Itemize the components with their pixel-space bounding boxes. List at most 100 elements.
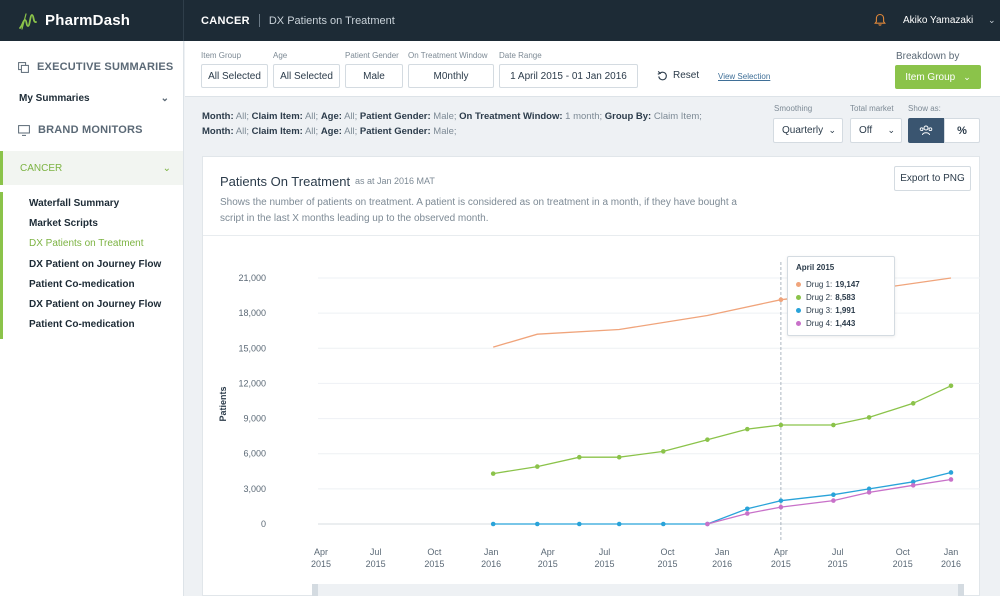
x-tick-month: Jan <box>944 547 959 557</box>
item-group-label: Item Group <box>201 51 242 60</box>
summary-key: Claim Item: <box>251 111 303 122</box>
notification-bell-icon[interactable] <box>873 13 887 27</box>
top-bar: PharmDash CANCER DX Patients on Treatmen… <box>0 0 1000 41</box>
data-point <box>778 498 784 503</box>
cancer-label: CANCER <box>20 162 63 174</box>
show-as-percent-button[interactable]: % <box>944 118 980 143</box>
summary-key: Month: <box>202 111 234 122</box>
x-tick-month: Oct <box>660 547 675 557</box>
sidebar-my-summaries[interactable]: My Summaries ⌄ <box>19 93 169 104</box>
x-tick-month: Apr <box>541 547 555 557</box>
smoothing-select[interactable]: Quarterly ⌄ <box>773 118 843 143</box>
data-point <box>661 521 666 527</box>
chart-card: Patients On Treatment as at Jan 2016 MAT… <box>202 156 980 596</box>
patient-gender-select[interactable]: Male <box>345 64 403 88</box>
breadcrumb-divider <box>258 14 260 27</box>
user-name[interactable]: Akiko Yamazaki <box>903 15 974 26</box>
date-range-picker[interactable]: 1 April 2015 - 01 Jan 2016 <box>499 64 638 88</box>
x-tick-year: 2015 <box>657 559 677 569</box>
total-market-select[interactable]: Off ⌄ <box>850 118 902 143</box>
sidebar-subitem[interactable]: DX Patient on Journey Flow <box>29 298 162 310</box>
age-filter: Age All Selected <box>273 51 340 88</box>
x-tick-month: Jul <box>599 547 611 557</box>
breadcrumb-section[interactable]: CANCER <box>201 14 250 27</box>
data-point <box>866 490 872 495</box>
x-tick-year: 2016 <box>941 559 961 569</box>
sidebar-subitem[interactable]: Market Scripts <box>29 218 98 230</box>
breadcrumb: CANCER DX Patients on Treatment <box>184 14 395 27</box>
data-point <box>490 521 496 527</box>
people-icon <box>919 125 933 136</box>
y-tick-label: 3,000 <box>243 484 266 494</box>
executive-summaries-label: EXECUTIVE SUMMARIES <box>37 61 174 73</box>
user-menu-chevron-icon[interactable]: ⌄ <box>988 15 996 25</box>
chart-as-at: as at Jan 2016 MAT <box>355 176 435 186</box>
data-point <box>778 422 784 428</box>
sidebar-subitem[interactable]: Waterfall Summary <box>29 198 120 209</box>
range-handle-left <box>312 584 318 596</box>
series-color-dot <box>796 295 801 300</box>
brand[interactable]: PharmDash <box>0 0 184 41</box>
tooltip-series-value: 19,147 <box>835 280 860 289</box>
y-tick-label: 12,000 <box>238 378 266 388</box>
treatment-window-filter: On Treatment Window M0nthly <box>408 51 494 88</box>
data-point <box>948 470 954 475</box>
y-axis-label: Patients <box>218 386 228 421</box>
summary-line-1: Month: All; Claim Item: All; Age: All; P… <box>202 109 702 124</box>
data-point <box>831 422 836 428</box>
reset-button[interactable]: Reset <box>657 70 699 81</box>
data-point <box>577 521 582 527</box>
monitor-icon <box>18 124 30 136</box>
selection-summary: Month: All; Claim Item: All; Age: All; P… <box>202 109 702 139</box>
sidebar-brand-monitors[interactable]: BRAND MONITORS <box>18 124 143 136</box>
breakdown-select[interactable]: Item Group ⌄ <box>895 65 981 89</box>
data-point <box>616 454 622 460</box>
chart-title: Patients On Treatment <box>220 174 351 189</box>
tooltip-colon: : <box>830 280 833 289</box>
y-tick-label: 0 <box>261 519 266 529</box>
copy-icon <box>18 61 29 73</box>
x-tick-month: Jan <box>715 547 730 557</box>
chevron-down-icon: ⌄ <box>828 125 836 135</box>
summary-value: All; <box>344 111 358 122</box>
sidebar-subitem[interactable]: DX Patients on Treatment <box>29 238 144 250</box>
age-select[interactable]: All Selected <box>273 64 340 88</box>
summary-value: Claim Item; <box>653 111 702 122</box>
sidebar-subitem[interactable]: Patient Co-medication <box>29 278 135 290</box>
x-tick-month: Jul <box>832 547 844 557</box>
show-as-label: Show as: <box>908 104 941 113</box>
data-point <box>745 506 750 512</box>
tooltip-series-value: 1,991 <box>835 306 856 315</box>
treatment-window-select[interactable]: M0nthly <box>408 64 494 88</box>
data-point <box>866 486 872 492</box>
chart-card-header: Patients On Treatment as at Jan 2016 MAT… <box>203 157 979 236</box>
age-label: Age <box>273 51 288 60</box>
cancer-submenu: Waterfall Summary Market Scripts DX Patien… <box>0 192 183 340</box>
y-tick-label: 9,000 <box>243 414 266 424</box>
x-tick-month: Oct <box>427 547 442 557</box>
x-tick-month: Apr <box>314 547 328 557</box>
tooltip-series-name: Drug 3 <box>806 306 831 315</box>
sidebar-subitem[interactable]: Patient Co-medication <box>29 319 135 331</box>
export-png-button[interactable]: Export to PNG <box>894 166 971 191</box>
data-point <box>535 464 540 469</box>
data-point <box>910 479 916 485</box>
sidebar-item-cancer[interactable]: CANCER ⌄ <box>0 151 183 185</box>
treatment-window-label: On Treatment Window <box>408 51 488 60</box>
summary-value: Male; <box>433 111 457 122</box>
sidebar-executive-summaries[interactable]: EXECUTIVE SUMMARIES <box>18 61 173 73</box>
tooltip-row: Drug 3:1,991 <box>796 304 886 317</box>
total-market-label: Total market <box>850 104 894 113</box>
summary-value: All; <box>304 111 319 122</box>
sidebar-subitem[interactable]: DX Patient on Journey Flow <box>29 258 162 270</box>
view-selection-link[interactable]: View Selection <box>718 72 771 81</box>
summary-value: 1 month; <box>565 111 603 122</box>
show-as-patients-button[interactable] <box>908 118 944 143</box>
x-tick-year: 2015 <box>828 559 848 569</box>
tooltip-series-value: 8,583 <box>835 293 856 302</box>
data-point <box>661 449 666 454</box>
item-group-select[interactable]: All Selected <box>201 64 268 88</box>
x-tick-year: 2015 <box>424 559 444 569</box>
brand-monitors-label: BRAND MONITORS <box>38 124 143 136</box>
summary-value: All; <box>344 126 358 137</box>
